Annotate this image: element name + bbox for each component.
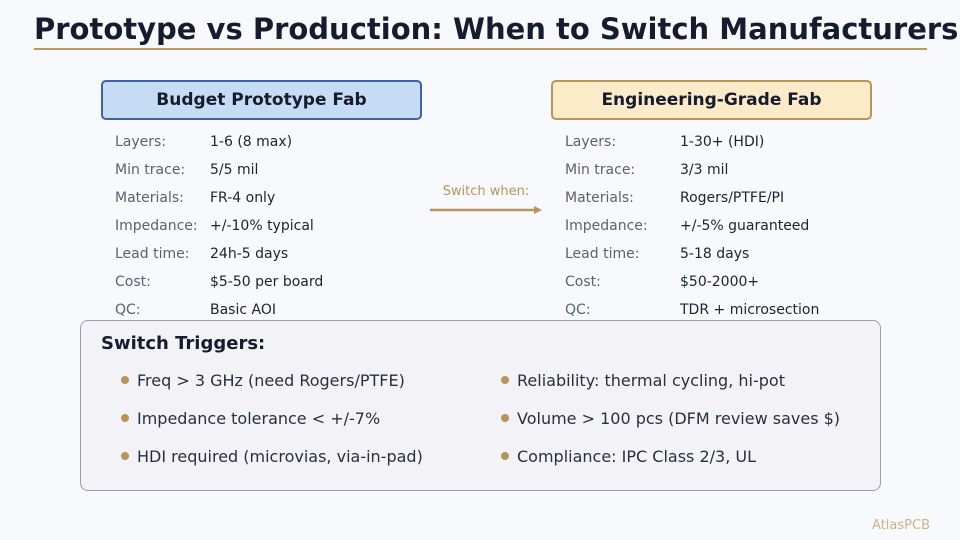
spec-label: QC: xyxy=(565,302,591,318)
spec-label: Cost: xyxy=(115,274,151,290)
engineering-spec-list: Layers: 1-30+ (HDI) Min trace: 3/3 mil Mat… xyxy=(565,128,819,324)
trigger-text: Freq > 3 GHz (need Rogers/PTFE) xyxy=(137,370,405,390)
title-divider xyxy=(34,48,927,50)
spec-label: Cost: xyxy=(565,274,601,290)
spec-value: $5-50 per board xyxy=(210,274,324,290)
engineering-fab-header: Engineering-Grade Fab xyxy=(551,80,872,120)
engineering-spec-row: Impedance: +/-5% guaranteed xyxy=(565,212,819,240)
engineering-spec-row: Layers: 1-30+ (HDI) xyxy=(565,128,819,156)
spec-value: Rogers/PTFE/PI xyxy=(680,190,785,206)
right-arrow-icon xyxy=(430,206,542,214)
spec-value: 24h-5 days xyxy=(210,246,289,262)
trigger-item: Volume > 100 pcs (DFM review saves $) xyxy=(501,399,840,437)
trigger-item: Compliance: IPC Class 2/3, UL xyxy=(501,437,840,475)
spec-value: TDR + microsection xyxy=(680,302,820,318)
spec-value: 3/3 mil xyxy=(680,162,729,178)
spec-value: $50-2000+ xyxy=(680,274,760,290)
switch-triggers-panel: Switch Triggers: Freq > 3 GHz (need Roge… xyxy=(80,320,881,491)
prototype-spec-list: Layers: 1-6 (8 max) Min trace: 5/5 mil Mat… xyxy=(115,128,323,324)
bullet-icon xyxy=(121,414,129,422)
spec-label: Lead time: xyxy=(115,246,190,262)
spec-label: Min trace: xyxy=(565,162,636,178)
engineering-spec-row: Materials: Rogers/PTFE/PI xyxy=(565,184,819,212)
spec-label: QC: xyxy=(115,302,141,318)
switch-when-label: Switch when: xyxy=(442,184,530,199)
triggers-right-list: Reliability: thermal cycling, hi-pot Vol… xyxy=(501,361,840,475)
bullet-icon xyxy=(121,452,129,460)
trigger-text: Compliance: IPC Class 2/3, UL xyxy=(517,446,757,466)
trigger-item: Impedance tolerance < +/-7% xyxy=(121,399,423,437)
spec-value: FR-4 only xyxy=(210,190,276,206)
trigger-item: Freq > 3 GHz (need Rogers/PTFE) xyxy=(121,361,423,399)
spec-label: Impedance: xyxy=(115,218,198,234)
spec-label: Layers: xyxy=(115,134,167,150)
bullet-icon xyxy=(501,414,509,422)
triggers-left-list: Freq > 3 GHz (need Rogers/PTFE) Impedanc… xyxy=(121,361,423,475)
spec-label: Materials: xyxy=(565,190,634,206)
spec-label: Layers: xyxy=(565,134,617,150)
prototype-spec-row: Lead time: 24h-5 days xyxy=(115,240,323,268)
spec-value: 5/5 mil xyxy=(210,162,259,178)
engineering-spec-row: Lead time: 5-18 days xyxy=(565,240,819,268)
prototype-spec-row: Impedance: +/-10% typical xyxy=(115,212,323,240)
spec-value: 5-18 days xyxy=(680,246,750,262)
spec-value: 1-30+ (HDI) xyxy=(680,134,765,150)
spec-value: +/-10% typical xyxy=(210,218,314,234)
bullet-icon xyxy=(501,376,509,384)
prototype-spec-row: Layers: 1-6 (8 max) xyxy=(115,128,323,156)
switch-triggers-title: Switch Triggers: xyxy=(101,333,266,354)
brand-logo-text: AtlasPCB xyxy=(872,518,930,533)
spec-label: Min trace: xyxy=(115,162,186,178)
prototype-spec-row: Min trace: 5/5 mil xyxy=(115,156,323,184)
trigger-text: Volume > 100 pcs (DFM review saves $) xyxy=(517,408,841,428)
prototype-fab-header: Budget Prototype Fab xyxy=(101,80,422,120)
spec-label: Impedance: xyxy=(565,218,648,234)
spec-label: Materials: xyxy=(115,190,184,206)
bullet-icon xyxy=(501,452,509,460)
spec-value: +/-5% guaranteed xyxy=(680,218,810,234)
prototype-spec-row: QC: Basic AOI xyxy=(115,296,323,324)
prototype-spec-row: Cost: $5-50 per board xyxy=(115,268,323,296)
spec-value: 1-6 (8 max) xyxy=(210,134,293,150)
spec-label: Lead time: xyxy=(565,246,640,262)
trigger-item: HDI required (microvias, via-in-pad) xyxy=(121,437,423,475)
engineering-spec-row: Min trace: 3/3 mil xyxy=(565,156,819,184)
trigger-text: HDI required (microvias, via-in-pad) xyxy=(137,446,423,466)
spec-value: Basic AOI xyxy=(210,302,276,318)
engineering-spec-row: QC: TDR + microsection xyxy=(565,296,819,324)
trigger-item: Reliability: thermal cycling, hi-pot xyxy=(501,361,840,399)
page-title: Prototype vs Production: When to Switch … xyxy=(34,12,959,46)
trigger-text: Reliability: thermal cycling, hi-pot xyxy=(517,370,785,390)
engineering-spec-row: Cost: $50-2000+ xyxy=(565,268,819,296)
trigger-text: Impedance tolerance < +/-7% xyxy=(137,408,381,428)
bullet-icon xyxy=(121,376,129,384)
prototype-spec-row: Materials: FR-4 only xyxy=(115,184,323,212)
